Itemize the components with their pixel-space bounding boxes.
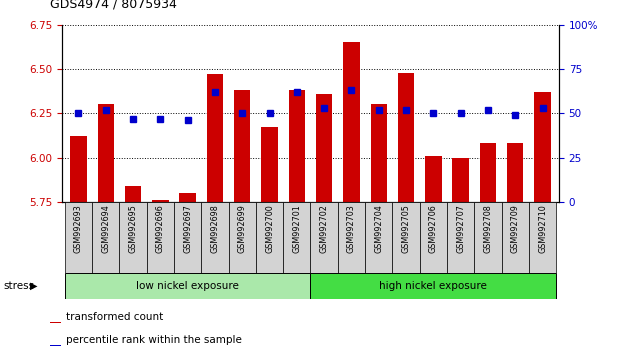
Bar	[534, 92, 551, 202]
Text: GSM992710: GSM992710	[538, 204, 547, 253]
Text: GDS4974 / 8075934: GDS4974 / 8075934	[50, 0, 176, 11]
Bar	[480, 143, 496, 202]
Bar	[234, 90, 250, 202]
Text: GSM992707: GSM992707	[456, 204, 465, 253]
Text: GSM992708: GSM992708	[483, 204, 492, 253]
Bar	[125, 186, 141, 202]
Bar	[283, 202, 310, 273]
Bar	[50, 344, 61, 346]
Bar	[97, 104, 114, 202]
Bar	[365, 202, 392, 273]
Text: GSM992696: GSM992696	[156, 204, 165, 253]
Bar	[207, 74, 223, 202]
Bar	[50, 321, 61, 324]
Text: low nickel exposure: low nickel exposure	[136, 281, 239, 291]
Text: GSM992703: GSM992703	[347, 204, 356, 253]
Bar	[179, 193, 196, 202]
Bar	[256, 202, 283, 273]
Bar	[147, 202, 174, 273]
Text: percentile rank within the sample: percentile rank within the sample	[66, 336, 242, 346]
Bar	[529, 202, 556, 273]
Text: GSM992693: GSM992693	[74, 204, 83, 253]
Text: ▶: ▶	[30, 281, 37, 291]
Text: stress: stress	[3, 281, 34, 291]
Bar	[343, 42, 360, 202]
Text: GSM992695: GSM992695	[129, 204, 138, 253]
Bar	[371, 104, 387, 202]
Bar	[316, 94, 332, 202]
Bar	[420, 202, 447, 273]
Bar	[174, 202, 201, 273]
Bar	[92, 202, 119, 273]
Bar	[474, 202, 502, 273]
Text: GSM992702: GSM992702	[320, 204, 329, 253]
Bar	[502, 202, 529, 273]
Bar	[338, 202, 365, 273]
Bar	[119, 202, 147, 273]
Bar	[425, 156, 442, 202]
Bar	[229, 202, 256, 273]
Bar	[453, 158, 469, 202]
Text: GSM992694: GSM992694	[101, 204, 111, 253]
Bar	[398, 73, 414, 202]
Bar	[507, 143, 524, 202]
Text: GSM992698: GSM992698	[211, 204, 219, 253]
Text: GSM992704: GSM992704	[374, 204, 383, 253]
Text: transformed count: transformed count	[66, 313, 163, 322]
Bar	[65, 202, 92, 273]
Text: GSM992700: GSM992700	[265, 204, 274, 253]
Text: GSM992705: GSM992705	[402, 204, 410, 253]
Text: GSM992706: GSM992706	[429, 204, 438, 253]
Bar	[310, 202, 338, 273]
Bar	[392, 202, 420, 273]
Bar	[152, 200, 168, 202]
Text: GSM992709: GSM992709	[510, 204, 520, 253]
Bar	[201, 202, 229, 273]
Text: GSM992701: GSM992701	[292, 204, 301, 253]
Bar	[70, 136, 87, 202]
Text: high nickel exposure: high nickel exposure	[379, 281, 487, 291]
Bar	[447, 202, 474, 273]
Bar	[310, 273, 556, 299]
Text: GSM992697: GSM992697	[183, 204, 192, 253]
Bar	[261, 127, 278, 202]
Bar	[289, 90, 305, 202]
Bar	[65, 273, 310, 299]
Text: GSM992699: GSM992699	[238, 204, 247, 253]
